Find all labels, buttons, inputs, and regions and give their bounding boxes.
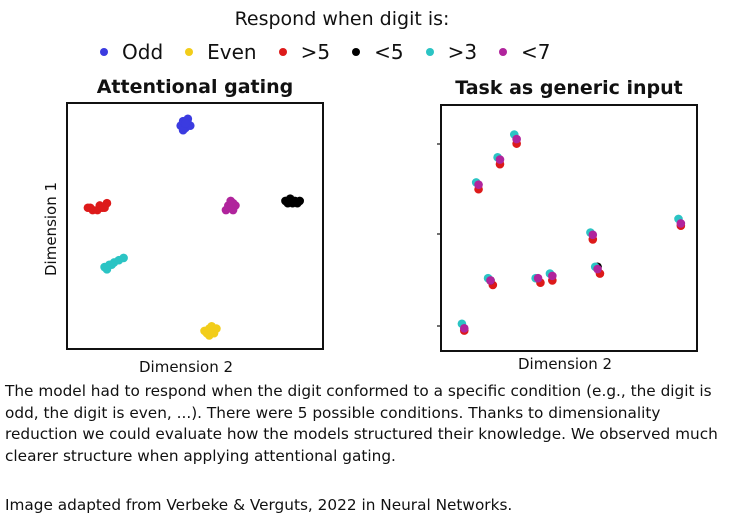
data-point	[495, 155, 505, 164]
legend-item: Odd	[100, 40, 163, 64]
right-plot-title: Task as generic input	[455, 77, 683, 99]
legend-label: <7	[521, 40, 551, 64]
data-point	[676, 219, 686, 228]
data-point	[207, 326, 216, 336]
plot-frame	[66, 102, 324, 350]
data-point	[85, 203, 95, 213]
caption: The model had to respond when the digit …	[5, 382, 718, 465]
source-note: Image adapted from Verbeke & Verguts, 20…	[5, 496, 513, 514]
left-plot-title: Attentional gating	[96, 76, 294, 98]
legend-marker	[499, 48, 508, 56]
legend-label: >3	[447, 40, 478, 64]
legend-title: Respond when digit is:	[234, 8, 450, 30]
legend-marker	[185, 48, 194, 56]
data-point	[100, 203, 109, 213]
data-point	[474, 180, 483, 189]
legend-item: <7	[499, 40, 551, 64]
data-point	[107, 260, 116, 270]
legend-label: <5	[374, 40, 404, 64]
data-point	[119, 253, 128, 263]
right-x-axis-label: Dimension 2	[518, 355, 613, 373]
data-point	[295, 196, 305, 206]
legend-item: <5	[352, 40, 404, 64]
data-point	[588, 230, 598, 240]
data-point	[181, 119, 190, 128]
left-x-axis-label: Dimension 2	[139, 358, 234, 376]
data-point	[459, 324, 469, 333]
left-y-axis-label: Dimension 1	[42, 181, 60, 276]
data-point	[283, 198, 293, 208]
data-point	[486, 276, 495, 285]
left-scatter-plot	[66, 102, 324, 350]
legend-item: >3	[425, 40, 478, 64]
data-point	[226, 196, 235, 206]
data-point	[178, 125, 188, 135]
legend-item: Even	[185, 40, 257, 64]
legend: Odd Even >5 <5 >3 <7	[100, 38, 620, 66]
legend-label: Even	[207, 40, 257, 64]
legend-marker	[352, 48, 361, 56]
data-point	[533, 273, 543, 283]
plot-frame	[440, 104, 698, 352]
legend-label: Odd	[122, 40, 164, 64]
legend-item: >5	[278, 40, 331, 64]
data-point	[548, 271, 557, 281]
data-point	[512, 134, 521, 144]
data-point	[593, 264, 602, 274]
right-scatter-plot	[437, 104, 698, 352]
legend-marker	[100, 48, 108, 56]
legend-marker	[425, 48, 434, 56]
legend-marker	[278, 48, 287, 56]
data-point	[228, 205, 238, 215]
legend-label: >5	[300, 40, 331, 64]
